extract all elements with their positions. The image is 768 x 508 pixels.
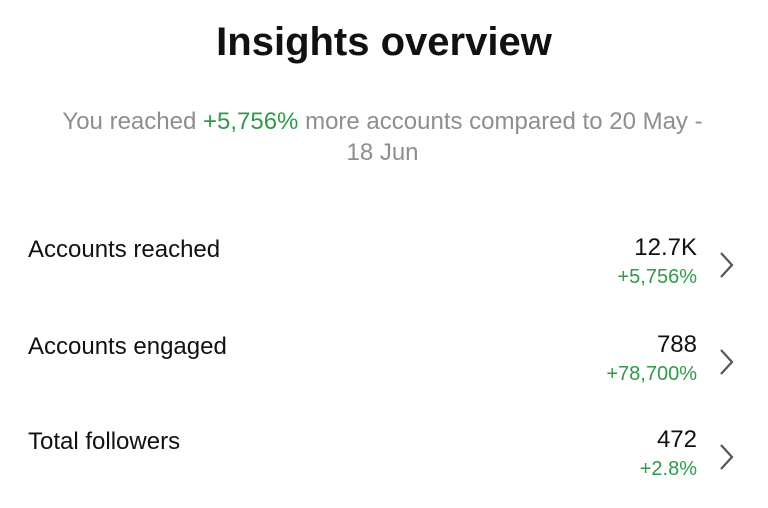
insight-row[interactable]: Accounts engaged 788 +78,700% — [0, 331, 768, 413]
insight-row[interactable]: Total followers 472 +2.8% — [0, 426, 768, 508]
row-change: +78,700% — [606, 363, 697, 385]
subtitle-highlight: +5,756% — [202, 108, 299, 135]
chevron-path — [720, 444, 734, 470]
subtitle-suffix: more accounts compared to 20 May - 18 Ju… — [305, 108, 703, 166]
insight-row[interactable]: Accounts reached 12.7K +5,756% — [0, 234, 768, 316]
chevron-path — [720, 349, 734, 375]
chevron — [720, 349, 734, 375]
row-value: 788 — [656, 331, 697, 358]
chevron-path — [720, 252, 734, 278]
row-value: 472 — [656, 426, 697, 453]
title: Insights overview — [216, 20, 552, 64]
subtitle: You reached +5,756% more accounts compar… — [60, 106, 705, 168]
subtitle-prefix: You reached — [62, 108, 197, 135]
row-change: +2.8% — [639, 458, 697, 480]
row-label: Accounts reached — [28, 236, 221, 263]
row-value: 12.7K — [634, 234, 697, 261]
row-label: Accounts engaged — [28, 333, 227, 360]
row-change: +5,756% — [617, 266, 697, 288]
row-label: Total followers — [28, 428, 181, 455]
chevron — [720, 252, 734, 278]
chevron — [720, 444, 734, 470]
